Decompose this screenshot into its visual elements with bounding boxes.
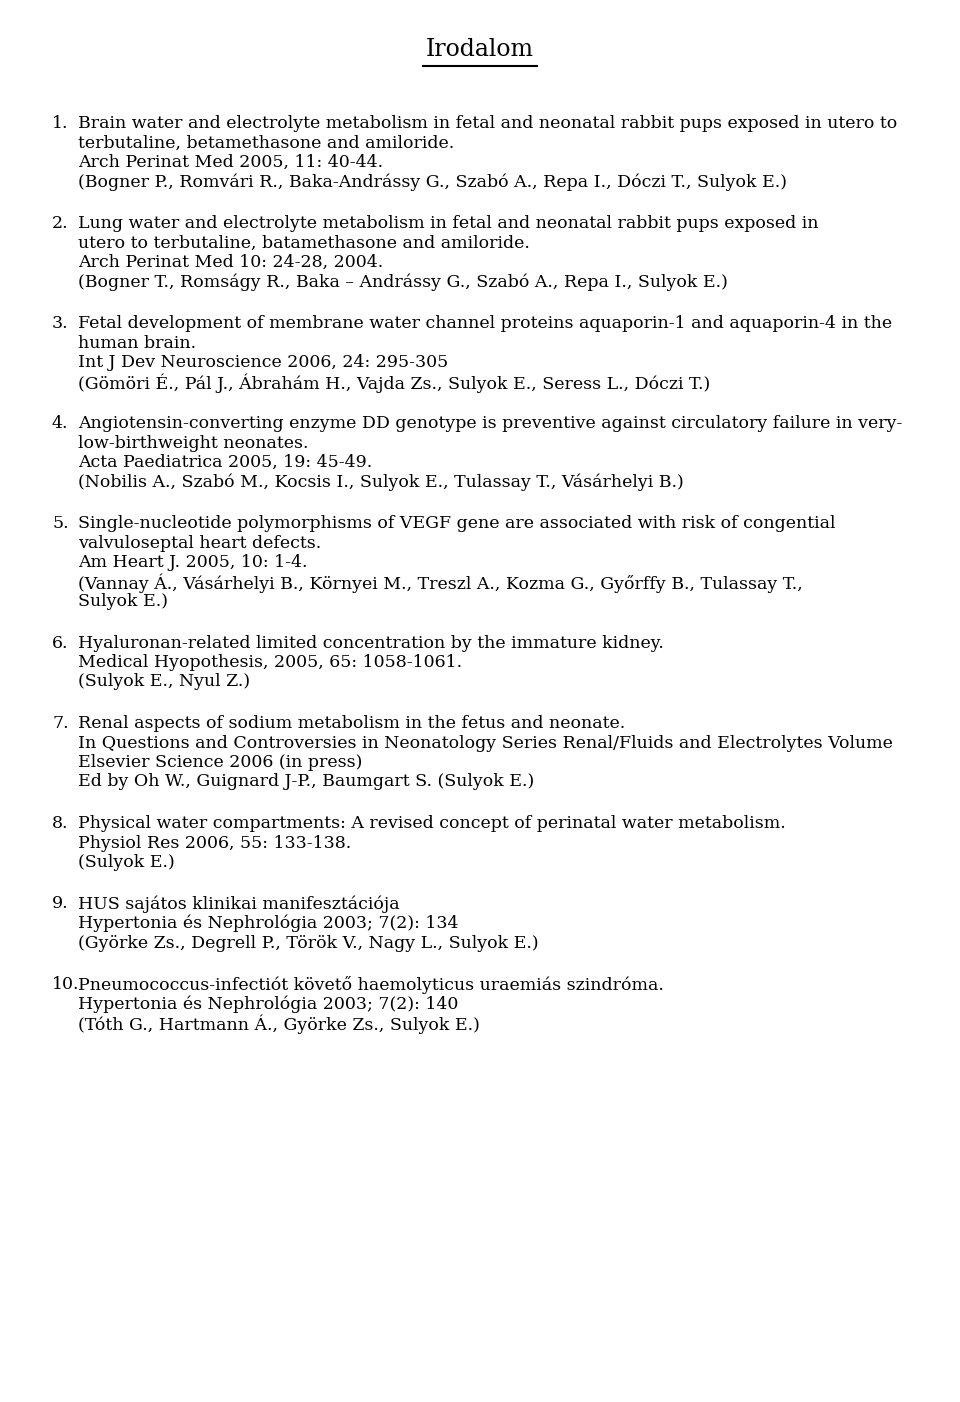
Text: 8.: 8.	[52, 815, 68, 831]
Text: Hyaluronan-related limited concentration by the immature kidney.: Hyaluronan-related limited concentration…	[78, 635, 664, 652]
Text: 1.: 1.	[52, 115, 68, 132]
Text: In Questions and Controversies in Neonatology Series Renal/Fluids and Electrolyt: In Questions and Controversies in Neonat…	[78, 735, 893, 751]
Text: 2.: 2.	[52, 215, 68, 231]
Text: (Nobilis A., Szabó M., Kocsis I., Sulyok E., Tulassay T., Vásárhelyi B.): (Nobilis A., Szabó M., Kocsis I., Sulyok…	[78, 474, 684, 491]
Text: 3.: 3.	[52, 315, 68, 332]
Text: 5.: 5.	[52, 515, 68, 531]
Text: utero to terbutaline, batamethasone and amiloride.: utero to terbutaline, batamethasone and …	[78, 234, 530, 251]
Text: human brain.: human brain.	[78, 335, 196, 352]
Text: Arch Perinat Med 10: 24-28, 2004.: Arch Perinat Med 10: 24-28, 2004.	[78, 254, 383, 271]
Text: Irodalom: Irodalom	[426, 38, 534, 62]
Text: 7.: 7.	[52, 715, 68, 732]
Text: HUS sajátos klinikai manifesztációja: HUS sajátos klinikai manifesztációja	[78, 896, 399, 913]
Text: Renal aspects of sodium metabolism in the fetus and neonate.: Renal aspects of sodium metabolism in th…	[78, 715, 625, 732]
Text: Ed by Oh W., Guignard J-P., Baumgart S. (Sulyok E.): Ed by Oh W., Guignard J-P., Baumgart S. …	[78, 774, 535, 791]
Text: (Gömöri É., Pál J., Ábrahám H., Vajda Zs., Sulyok E., Seress L., Dóczi T.): (Gömöri É., Pál J., Ábrahám H., Vajda Zs…	[78, 373, 710, 393]
Text: (Sulyok E., Nyul Z.): (Sulyok E., Nyul Z.)	[78, 673, 251, 691]
Text: Hypertonia és Nephrológia 2003; 7(2): 140: Hypertonia és Nephrológia 2003; 7(2): 14…	[78, 995, 458, 1014]
Text: (Vannay Á., Vásárhelyi B., Környei M., Treszl A., Kozma G., Győrffy B., Tulassay: (Vannay Á., Vásárhelyi B., Környei M., T…	[78, 573, 803, 593]
Text: Int J Dev Neuroscience 2006, 24: 295-305: Int J Dev Neuroscience 2006, 24: 295-305	[78, 353, 448, 372]
Text: Physiol Res 2006, 55: 133-138.: Physiol Res 2006, 55: 133-138.	[78, 834, 351, 851]
Text: terbutaline, betamethasone and amiloride.: terbutaline, betamethasone and amiloride…	[78, 135, 454, 151]
Text: Single-nucleotide polymorphisms of VEGF gene are associated with risk of congent: Single-nucleotide polymorphisms of VEGF …	[78, 515, 835, 531]
Text: 6.: 6.	[52, 635, 68, 652]
Text: Acta Paediatrica 2005, 19: 45-49.: Acta Paediatrica 2005, 19: 45-49.	[78, 454, 372, 471]
Text: low-birthweight neonates.: low-birthweight neonates.	[78, 435, 308, 451]
Text: valvuloseptal heart defects.: valvuloseptal heart defects.	[78, 534, 322, 551]
Text: Elsevier Science 2006 (in press): Elsevier Science 2006 (in press)	[78, 754, 362, 771]
Text: 9.: 9.	[52, 896, 68, 913]
Text: Lung water and electrolyte metabolism in fetal and neonatal rabbit pups exposed : Lung water and electrolyte metabolism in…	[78, 215, 819, 231]
Text: Sulyok E.): Sulyok E.)	[78, 593, 168, 610]
Text: Am Heart J. 2005, 10: 1-4.: Am Heart J. 2005, 10: 1-4.	[78, 554, 307, 571]
Text: Brain water and electrolyte metabolism in fetal and neonatal rabbit pups exposed: Brain water and electrolyte metabolism i…	[78, 115, 898, 132]
Text: (Bogner T., Romságy R., Baka – Andrássy G., Szabó A., Repa I., Sulyok E.): (Bogner T., Romságy R., Baka – Andrássy …	[78, 273, 728, 292]
Text: Hypertonia és Nephrológia 2003; 7(2): 134: Hypertonia és Nephrológia 2003; 7(2): 13…	[78, 916, 459, 932]
Text: Angiotensin-converting enzyme DD genotype is preventive against circulatory fail: Angiotensin-converting enzyme DD genotyp…	[78, 415, 902, 432]
Text: (Sulyok E.): (Sulyok E.)	[78, 854, 175, 871]
Text: (Tóth G., Hartmann Á., Györke Zs., Sulyok E.): (Tóth G., Hartmann Á., Györke Zs., Sulyo…	[78, 1015, 480, 1035]
Text: (Bogner P., Romvári R., Baka-Andrássy G., Szabó A., Repa I., Dóczi T., Sulyok E.: (Bogner P., Romvári R., Baka-Andrássy G.…	[78, 174, 787, 191]
Text: Physical water compartments: A revised concept of perinatal water metabolism.: Physical water compartments: A revised c…	[78, 815, 785, 831]
Text: Arch Perinat Med 2005, 11: 40-44.: Arch Perinat Med 2005, 11: 40-44.	[78, 154, 383, 171]
Text: (Györke Zs., Degrell P., Török V., Nagy L., Sulyok E.): (Györke Zs., Degrell P., Török V., Nagy …	[78, 935, 539, 952]
Text: 10.: 10.	[52, 976, 80, 993]
Text: Medical Hyopothesis, 2005, 65: 1058-1061.: Medical Hyopothesis, 2005, 65: 1058-1061…	[78, 653, 462, 672]
Text: Fetal development of membrane water channel proteins aquaporin-1 and aquaporin-4: Fetal development of membrane water chan…	[78, 315, 892, 332]
Text: 4.: 4.	[52, 415, 68, 432]
Text: Pneumococcus-infectiót követő haemolyticus uraemiás szindróma.: Pneumococcus-infectiót követő haemolytic…	[78, 976, 664, 994]
